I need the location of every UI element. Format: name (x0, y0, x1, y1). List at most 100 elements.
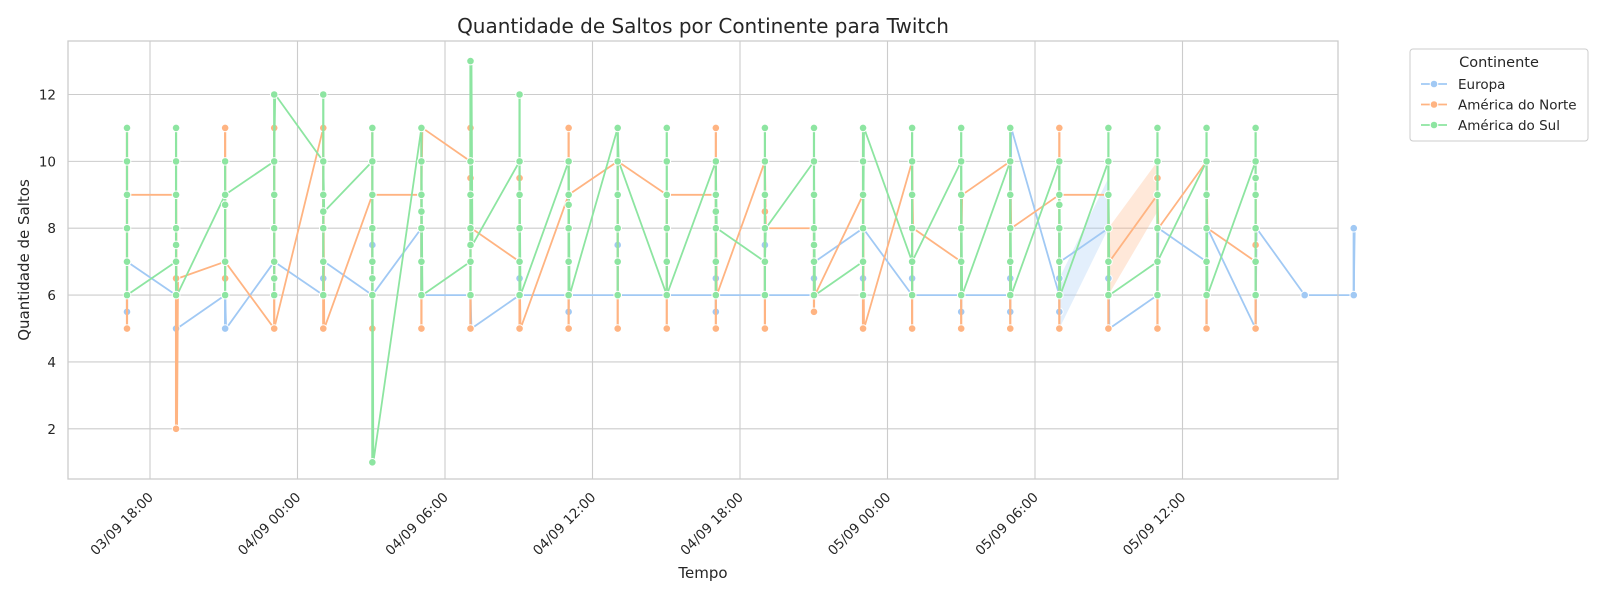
data-point (760, 257, 770, 266)
data-point (1005, 123, 1015, 133)
data-point (368, 257, 377, 266)
data-point (858, 324, 868, 333)
data-point (417, 157, 426, 166)
data-point (613, 190, 623, 200)
data-point (760, 157, 770, 166)
x-tick-label: 04/09 06:00 (382, 490, 451, 559)
x-tick-label: 04/09 12:00 (530, 490, 599, 559)
data-point (269, 223, 279, 233)
data-point (269, 90, 279, 99)
data-point (858, 157, 868, 166)
data-point (1202, 257, 1211, 266)
grid (68, 41, 1338, 479)
data-point (858, 190, 868, 200)
data-point (956, 257, 966, 266)
data-point (1202, 223, 1211, 233)
data-point (1005, 257, 1015, 266)
data-point (564, 157, 573, 166)
data-point (711, 190, 721, 200)
data-point (1300, 290, 1309, 300)
data-point (1055, 123, 1064, 133)
legend: Continente Europa América do Norte América… (1409, 48, 1589, 142)
data-point (809, 290, 819, 300)
data-point (564, 290, 573, 300)
data-point (1055, 324, 1064, 333)
data-point (711, 257, 721, 266)
data-point (564, 223, 573, 233)
data-point (564, 200, 573, 210)
data-point (907, 257, 917, 266)
data-point (122, 257, 132, 266)
data-point (613, 157, 623, 166)
data-point (907, 190, 917, 200)
data-point (220, 257, 230, 266)
data-point (662, 290, 672, 300)
data-point (760, 324, 770, 333)
data-point (907, 157, 917, 166)
data-point (417, 123, 426, 133)
data-point (956, 157, 966, 166)
data-point (564, 123, 573, 133)
legend-label: Europa (1458, 77, 1505, 93)
data-point (662, 257, 672, 266)
data-point (662, 223, 672, 233)
data-point (1251, 123, 1260, 133)
x-axis-label: Tempo (677, 564, 727, 582)
legend-items: Europa América do Norte América do Sul (1421, 77, 1577, 134)
data-point (1005, 223, 1015, 233)
data-point (1055, 157, 1064, 166)
data-point (1153, 190, 1162, 200)
data-point (760, 290, 770, 300)
y-tick-label: 4 (47, 355, 56, 371)
data-point (368, 290, 377, 300)
data-point (466, 190, 475, 200)
data-point (1104, 324, 1113, 333)
data-point (1005, 157, 1015, 166)
data-point (613, 123, 623, 133)
data-point (368, 123, 377, 133)
data-point (368, 190, 377, 200)
data-point (1104, 123, 1113, 133)
y-tick-label: 2 (47, 422, 56, 438)
data-point (1153, 324, 1162, 333)
data-point (368, 223, 377, 233)
data-point (809, 240, 819, 250)
legend-swatch-marker (1429, 120, 1439, 130)
data-point (122, 123, 132, 133)
data-point (515, 157, 524, 166)
data-point (711, 207, 721, 216)
data-point (1251, 290, 1260, 300)
data-point (515, 290, 524, 300)
y-tick-labels: 2 4 6 8 10 12 (39, 87, 56, 437)
data-point (1104, 257, 1113, 266)
data-point (466, 257, 475, 266)
data-point (858, 123, 868, 133)
data-point (907, 223, 917, 233)
y-tick-label: 8 (47, 221, 56, 237)
data-point (318, 290, 328, 300)
data-point (711, 223, 721, 233)
data-point (220, 290, 230, 300)
series-group (122, 56, 1260, 467)
data-point (466, 223, 475, 233)
data-point (1251, 173, 1260, 183)
data-point (515, 223, 524, 233)
legend-item: Europa (1421, 77, 1505, 93)
data-point (564, 324, 573, 333)
data-point (858, 290, 868, 300)
x-tick-label: 04/09 00:00 (235, 490, 304, 559)
data-point (1055, 200, 1064, 210)
y-tick-label: 10 (39, 154, 56, 170)
data-point (1055, 223, 1064, 233)
x-tick-label: 03/09 18:00 (87, 490, 156, 559)
data-point (1153, 290, 1162, 300)
legend-label: América do Norte (1458, 98, 1577, 114)
data-point (171, 157, 181, 166)
data-point (1202, 157, 1211, 166)
data-point (515, 257, 524, 266)
data-point (1005, 290, 1015, 300)
legend-box (1409, 48, 1589, 142)
data-point (417, 223, 426, 233)
legend-item: América do Sul (1421, 118, 1560, 134)
